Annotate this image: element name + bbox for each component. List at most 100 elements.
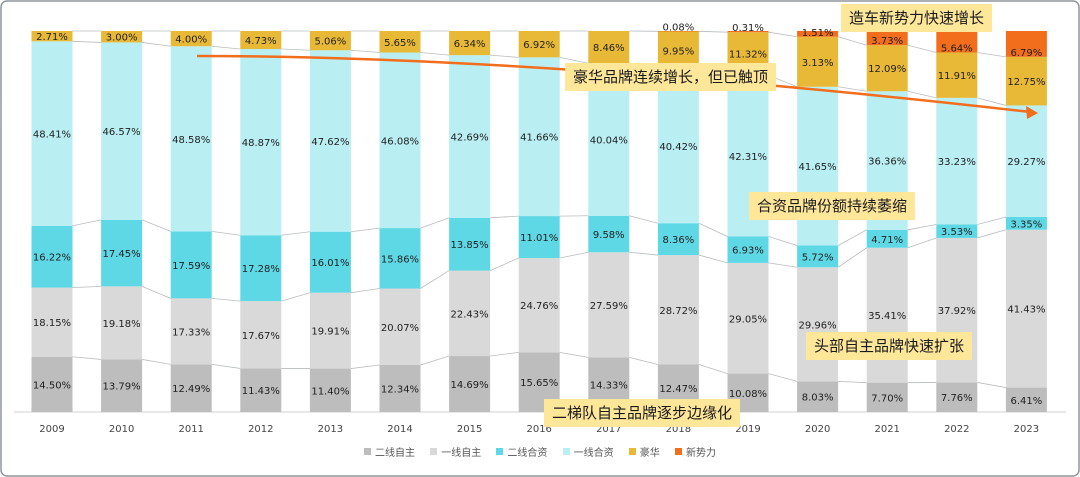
- connector-line: [977, 97, 1007, 106]
- segment-labels-group: 14.50% 18.15% 16.22% 48.41% 2.71% 13.79% 19.18…: [33, 22, 1046, 406]
- legend-swatch: [628, 448, 636, 455]
- bar-segment-tier2-jv: [936, 224, 978, 238]
- x-tick-label: 2010: [109, 424, 134, 435]
- connector-line: [559, 56, 589, 64]
- bar-segment-new-forces: [657, 31, 699, 32]
- bar-segment-tier2-jv: [1005, 216, 1047, 230]
- bar-segment-tier1-domestic: [797, 267, 839, 382]
- data-label-tier1-domestic: 28.72%: [659, 306, 697, 317]
- data-label-luxury: 3.00%: [106, 33, 138, 44]
- x-tick-label: 2013: [318, 424, 343, 435]
- connector-line: [698, 254, 728, 264]
- data-label-tier1-jv: 40.04%: [590, 136, 628, 147]
- data-label-new-forces: 3.73%: [871, 36, 903, 47]
- data-label-tier2-jv: 3.53%: [941, 227, 973, 238]
- legend-item-new-forces: 新势力: [674, 444, 716, 459]
- data-label-tier1-jv: 48.58%: [172, 135, 210, 146]
- data-label-tier1-jv: 48.41%: [33, 130, 71, 141]
- data-label-tier2-domestic: 12.47%: [659, 384, 697, 395]
- bar-segment-tier1-jv: [309, 50, 351, 232]
- connector-line: [350, 227, 380, 233]
- data-label-tier2-jv: 15.86%: [381, 254, 419, 265]
- connector-line: [141, 219, 171, 232]
- bar-segment-luxury: [31, 31, 73, 42]
- data-label-new-forces: 6.79%: [1011, 48, 1043, 59]
- data-label-luxury: 6.92%: [523, 40, 555, 51]
- data-label-tier2-domestic: 7.76%: [941, 393, 973, 404]
- data-label-tier2-domestic: 14.50%: [33, 380, 71, 391]
- data-label-new-forces: 0.08%: [663, 22, 695, 33]
- bar-segment-luxury: [518, 31, 560, 58]
- data-label-tier1-jv: 48.87%: [242, 138, 280, 149]
- x-tick-labels-group: 2009 2010 2011 2012 2013 2014 2015 2016 2017 2018…: [39, 424, 1039, 435]
- connector-line: [907, 90, 937, 99]
- bar-segment-tier2-domestic: [31, 356, 73, 412]
- bar-segment-tier2-domestic: [309, 368, 351, 412]
- connector-line: [907, 224, 937, 231]
- connector-line: [977, 216, 1007, 225]
- data-label-tier2-domestic: 14.69%: [451, 380, 489, 391]
- data-label-tier1-jv: 46.57%: [103, 127, 141, 138]
- data-label-luxury: 8.46%: [593, 43, 625, 54]
- x-tick-label: 2021: [874, 424, 899, 435]
- bar-segment-tier2-domestic: [797, 381, 839, 412]
- data-label-luxury: 4.73%: [245, 36, 277, 47]
- data-label-luxury: 2.71%: [36, 32, 68, 43]
- data-label-tier1-domestic: 19.91%: [311, 327, 349, 338]
- bar-segment-tier1-jv: [449, 55, 491, 218]
- connector-line: [768, 373, 798, 382]
- connector-line: [907, 44, 937, 53]
- data-label-tier2-domestic: 15.65%: [520, 378, 558, 389]
- bar-segment-tier1-jv: [379, 52, 421, 229]
- connector-line: [490, 215, 519, 219]
- bar-segment-tier1-jv: [936, 97, 978, 225]
- connector-line: [211, 45, 241, 50]
- bar-segment-luxury: [797, 36, 839, 87]
- x-tick-label: 2012: [248, 424, 273, 435]
- x-tick-label: 2017: [596, 424, 621, 435]
- data-label-tier2-jv: 5.72%: [802, 252, 834, 263]
- connector-line: [141, 286, 171, 299]
- bar-segment-luxury: [170, 31, 212, 47]
- bar-segment-tier1-domestic: [727, 262, 769, 374]
- bar-segment-tier1-domestic: [866, 247, 908, 383]
- data-label-tier2-domestic: 13.79%: [103, 382, 141, 393]
- bar-segment-luxury: [379, 31, 421, 53]
- data-label-tier1-domestic: 41.43%: [1007, 305, 1045, 316]
- data-label-tier2-domestic: 12.49%: [172, 384, 210, 395]
- connector-line: [768, 262, 798, 268]
- connector-line: [768, 31, 798, 38]
- data-label-tier1-domestic: 29.96%: [799, 320, 837, 331]
- connector-line: [698, 364, 728, 374]
- bar-segment-luxury: [936, 52, 978, 98]
- data-label-luxury: 6.34%: [454, 39, 486, 50]
- bar-segment-tier2-jv: [31, 225, 73, 288]
- bar-segment-tier1-domestic: [379, 288, 421, 365]
- bar-segment-tier2-domestic: [936, 382, 978, 412]
- connector-line: [559, 351, 589, 358]
- bar-segment-tier2-jv: [797, 245, 839, 268]
- bar-segment-tier2-domestic: [1005, 387, 1047, 412]
- legend-item-tier1-domestic: 一线自主: [430, 444, 481, 459]
- bar-segment-tier1-domestic: [518, 258, 560, 353]
- bar-segment-tier2-jv: [101, 219, 143, 287]
- data-label-tier1-jv: 29.27%: [1007, 157, 1045, 168]
- bar-segment-luxury: [449, 31, 491, 56]
- data-label-tier1-jv: 33.23%: [938, 157, 976, 168]
- connector-line: [211, 230, 241, 236]
- connector-line: [350, 49, 380, 53]
- bar-segment-tier1-domestic: [588, 252, 630, 358]
- legend-label: 豪华: [639, 448, 660, 459]
- data-label-tier1-jv: 47.62%: [311, 137, 349, 148]
- bars-group: [31, 31, 1047, 412]
- data-label-tier2-domestic: 11.43%: [242, 386, 280, 397]
- connector-line: [211, 364, 241, 369]
- connector-line: [977, 229, 1007, 239]
- bar-segment-tier2-domestic: [449, 356, 491, 412]
- connector-line: [420, 217, 450, 229]
- x-tick-label: 2019: [735, 424, 760, 435]
- bar-segment-luxury: [657, 31, 699, 70]
- data-label-tier2-jv: 13.85%: [451, 240, 489, 251]
- x-tick-label: 2022: [944, 424, 969, 435]
